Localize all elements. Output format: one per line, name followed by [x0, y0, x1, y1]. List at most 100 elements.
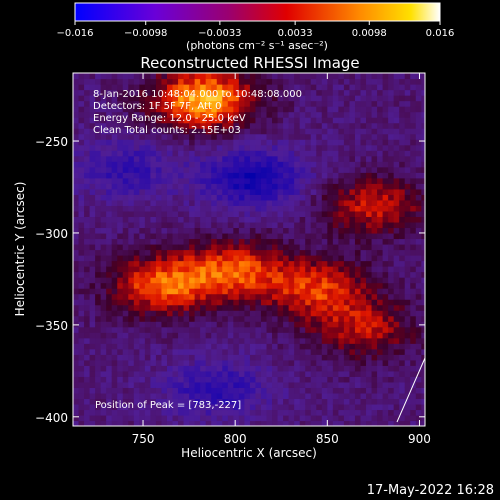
- heatmap-cell: [294, 326, 301, 333]
- heatmap-cell: [189, 194, 196, 201]
- heatmap-cell: [205, 255, 212, 262]
- heatmap-cell: [95, 343, 102, 350]
- heatmap-cell: [366, 348, 373, 355]
- heatmap-cell: [371, 139, 378, 146]
- heatmap-cell: [393, 238, 400, 245]
- heatmap-cell: [122, 321, 129, 328]
- heatmap-cell: [166, 150, 174, 157]
- heatmap-cell: [343, 271, 351, 278]
- heatmap-cell: [233, 249, 240, 256]
- heatmap-cell: [216, 266, 223, 273]
- heatmap-cell: [260, 166, 268, 173]
- heatmap-cell: [393, 117, 400, 124]
- heatmap-cell: [183, 238, 190, 245]
- heatmap-cell: [216, 409, 223, 416]
- heatmap-cell: [277, 370, 284, 377]
- annotation-line: 8-Jan-2016 10:48:04.000 to 10:48:08.000: [93, 89, 302, 100]
- heatmap-cell: [332, 95, 339, 102]
- heatmap-cell: [360, 111, 367, 118]
- heatmap-cell: [200, 100, 207, 107]
- heatmap-cell: [255, 117, 262, 124]
- heatmap-cell: [222, 321, 229, 328]
- heatmap-cell: [321, 370, 328, 377]
- heatmap-cell: [272, 348, 279, 355]
- heatmap-cell: [393, 387, 400, 394]
- heatmap-cell: [382, 78, 389, 85]
- heatmap-cell: [327, 365, 334, 372]
- heatmap-cell: [404, 310, 411, 317]
- heatmap-cell: [249, 106, 257, 113]
- heatmap-cell: [277, 249, 284, 256]
- heatmap-cell: [299, 365, 306, 372]
- heatmap-cell: [128, 365, 135, 372]
- heatmap-cell: [354, 106, 362, 113]
- heatmap-cell: [305, 84, 312, 91]
- heatmap-cell: [106, 100, 113, 107]
- heatmap-cell: [388, 315, 395, 322]
- heatmap-cell: [399, 243, 406, 251]
- heatmap-cell: [122, 288, 129, 295]
- heatmap-cell: [78, 304, 85, 311]
- heatmap-cell: [139, 277, 146, 284]
- heatmap-cell: [399, 238, 406, 245]
- heatmap-cell: [399, 232, 406, 240]
- heatmap-cell: [100, 150, 107, 157]
- heatmap-cell: [404, 227, 411, 234]
- heatmap-cell: [388, 409, 395, 416]
- heatmap-cell: [78, 210, 85, 218]
- heatmap-cell: [84, 128, 91, 135]
- heatmap-cell: [205, 227, 212, 234]
- heatmap-cell: [189, 183, 196, 190]
- heatmap-cell: [360, 266, 367, 273]
- heatmap-cell: [343, 155, 351, 162]
- heatmap-cell: [227, 232, 234, 240]
- heatmap-cell: [327, 205, 334, 212]
- heatmap-cell: [266, 188, 273, 195]
- heatmap-cell: [216, 321, 223, 328]
- heatmap-cell: [95, 155, 102, 162]
- heatmap-cell: [244, 155, 251, 162]
- heatmap-cell: [194, 348, 201, 355]
- heatmap-cell: [89, 255, 96, 262]
- heatmap-cell: [382, 403, 389, 411]
- heatmap-cell: [166, 243, 174, 251]
- heatmap-cell: [216, 337, 223, 344]
- heatmap-cell: [377, 205, 384, 212]
- heatmap-cell: [354, 414, 362, 422]
- heatmap-cell: [321, 128, 328, 135]
- heatmap-cell: [360, 409, 367, 416]
- heatmap-cell: [205, 409, 212, 416]
- heatmap-cell: [399, 304, 406, 311]
- heatmap-cell: [189, 332, 196, 339]
- heatmap-cell: [327, 150, 334, 157]
- heatmap-cell: [233, 271, 240, 278]
- heatmap-cell: [371, 420, 378, 426]
- heatmap-cell: [299, 337, 306, 344]
- heatmap-cell: [404, 392, 411, 400]
- heatmap-cell: [139, 221, 146, 229]
- heatmap-cell: [166, 310, 174, 317]
- heatmap-cell: [238, 332, 245, 339]
- heatmap-cell: [277, 122, 284, 129]
- heatmap-cell: [122, 293, 129, 300]
- heatmap-cell: [354, 183, 362, 190]
- heatmap-cell: [172, 326, 179, 333]
- heatmap-cell: [155, 122, 163, 129]
- heatmap-cell: [233, 188, 240, 195]
- heatmap-cell: [189, 392, 196, 400]
- heatmap-cell: [343, 172, 351, 179]
- heatmap-cell: [111, 299, 118, 306]
- heatmap-cell: [393, 216, 400, 223]
- heatmap-cell: [332, 249, 339, 256]
- colorbar-tick-label: 0.0098: [352, 28, 387, 39]
- heatmap-cell: [299, 293, 306, 300]
- heatmap-cell: [305, 227, 312, 234]
- heatmap-cell: [222, 282, 229, 289]
- heatmap-cell: [194, 161, 201, 168]
- heatmap-cell: [155, 150, 163, 157]
- heatmap-cell: [155, 365, 163, 372]
- heatmap-cell: [316, 398, 323, 405]
- heatmap-cell: [205, 266, 212, 273]
- heatmap-cell: [73, 381, 80, 388]
- heatmap-cell: [410, 89, 417, 96]
